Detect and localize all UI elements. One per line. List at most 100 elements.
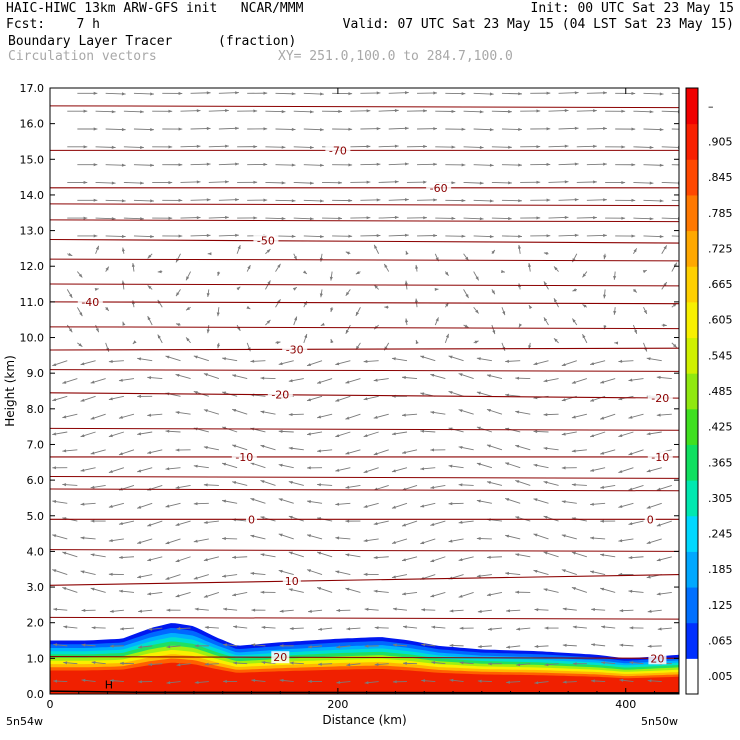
circulation-vector xyxy=(67,109,88,113)
circulation-vector xyxy=(406,180,427,184)
circulation-vector xyxy=(633,217,654,221)
header-line1-left: HAIC-HIWC 13km ARW-GFS init NCAR/MMM xyxy=(6,1,304,16)
y-tick-label: 1.0 xyxy=(27,652,45,665)
circulation-vector xyxy=(506,645,521,649)
circulation-vector xyxy=(628,589,644,593)
circulation-vector xyxy=(350,109,371,113)
circulation-vector xyxy=(448,464,464,469)
circulation-vector xyxy=(250,571,266,576)
circulation-vector xyxy=(543,551,559,558)
circulation-vector xyxy=(561,360,577,367)
circulation-vector xyxy=(122,321,126,326)
circulation-vector xyxy=(162,91,183,95)
circulation-vector xyxy=(147,413,163,417)
circulation-vector xyxy=(275,199,296,203)
circulation-vector xyxy=(373,284,379,290)
temperature-contour xyxy=(50,283,679,287)
circulation-vector xyxy=(95,324,100,333)
temperature-contour xyxy=(50,105,679,109)
circulation-vector xyxy=(543,515,559,522)
y-tick-label: 4.0 xyxy=(27,545,45,558)
colorbar-swatch xyxy=(686,123,698,160)
temperature-contour xyxy=(50,203,679,207)
circulation-vector xyxy=(449,643,464,647)
circulation-vector xyxy=(345,485,361,489)
circulation-vector xyxy=(175,448,191,452)
circulation-vector xyxy=(118,413,135,419)
circulation-vector xyxy=(656,556,672,562)
circulation-vector xyxy=(330,338,334,344)
circulation-vector xyxy=(137,574,153,579)
circulation-vector xyxy=(250,498,266,504)
circulation-vector xyxy=(332,234,353,238)
circulation-vector xyxy=(250,359,266,363)
circulation-vector xyxy=(138,645,153,649)
circulation-vector xyxy=(463,217,484,221)
temperature-contour xyxy=(50,549,679,552)
circulation-vector xyxy=(562,643,577,647)
circulation-vector xyxy=(67,180,88,184)
circulation-vector xyxy=(95,245,100,254)
circulation-vector xyxy=(95,145,116,149)
circulation-vector xyxy=(308,679,323,683)
circulation-vector xyxy=(330,307,334,313)
circulation-vector xyxy=(656,375,672,379)
circulation-vector xyxy=(306,569,323,576)
circulation-vector xyxy=(388,233,409,237)
circulation-vector xyxy=(180,144,201,148)
circulation-vector xyxy=(430,556,446,563)
circulation-vector xyxy=(518,283,522,290)
colorbar-swatch xyxy=(686,159,698,196)
circulation-vector xyxy=(137,467,153,473)
circulation-vector xyxy=(108,359,124,363)
circulation-vector xyxy=(618,467,634,474)
circulation-vector xyxy=(449,678,464,682)
circulation-vector xyxy=(307,466,323,470)
colorbar-swatch xyxy=(686,88,698,125)
circulation-vector xyxy=(193,355,209,362)
circulation-vector xyxy=(561,534,577,540)
circulation-vector xyxy=(223,607,238,611)
circulation-vector xyxy=(207,252,212,256)
circulation-vector xyxy=(586,162,607,166)
circulation-vector xyxy=(162,163,183,167)
circulation-vector xyxy=(335,395,351,402)
circulation-vector xyxy=(80,536,96,540)
isotherm-label: 0 xyxy=(248,513,255,526)
circulation-vector xyxy=(600,378,616,384)
circulation-vector xyxy=(236,244,241,254)
circulation-vector xyxy=(175,556,191,563)
circulation-vector xyxy=(430,520,446,526)
circulation-vector xyxy=(278,533,294,540)
circulation-vector xyxy=(236,324,241,332)
circulation-vector xyxy=(643,199,664,203)
circulation-vector xyxy=(265,248,271,255)
circulation-vector xyxy=(275,263,281,272)
circulation-vector xyxy=(528,304,533,310)
colorbar-label: .305 xyxy=(708,492,733,505)
circulation-vector xyxy=(303,333,308,344)
colorbar-label: .545 xyxy=(708,349,733,362)
circulation-vector xyxy=(322,216,343,220)
colorbar-label: – xyxy=(708,100,714,113)
circulation-vector xyxy=(603,253,607,260)
circulation-vector xyxy=(590,570,606,576)
y-tick-label: 11.0 xyxy=(20,296,45,309)
circulation-vector xyxy=(420,467,436,471)
circulation-vector xyxy=(420,355,436,362)
circulation-vector xyxy=(137,394,153,398)
colorbar-label: .065 xyxy=(708,635,733,648)
circulation-vector xyxy=(363,502,379,508)
header-forecast-hour: Fcst: 7 h xyxy=(6,17,100,32)
circulation-vector xyxy=(491,145,512,149)
circulation-vector xyxy=(221,462,238,469)
isotherm-label: 20 xyxy=(650,652,664,665)
circulation-vector xyxy=(530,198,551,202)
circulation-vector xyxy=(80,502,96,506)
circulation-vector xyxy=(633,110,654,114)
circulation-vector xyxy=(322,109,343,113)
circulation-vector xyxy=(162,127,183,131)
colorbar-label: .185 xyxy=(708,563,733,576)
circulation-vector xyxy=(657,627,672,631)
circulation-vector xyxy=(80,570,96,576)
